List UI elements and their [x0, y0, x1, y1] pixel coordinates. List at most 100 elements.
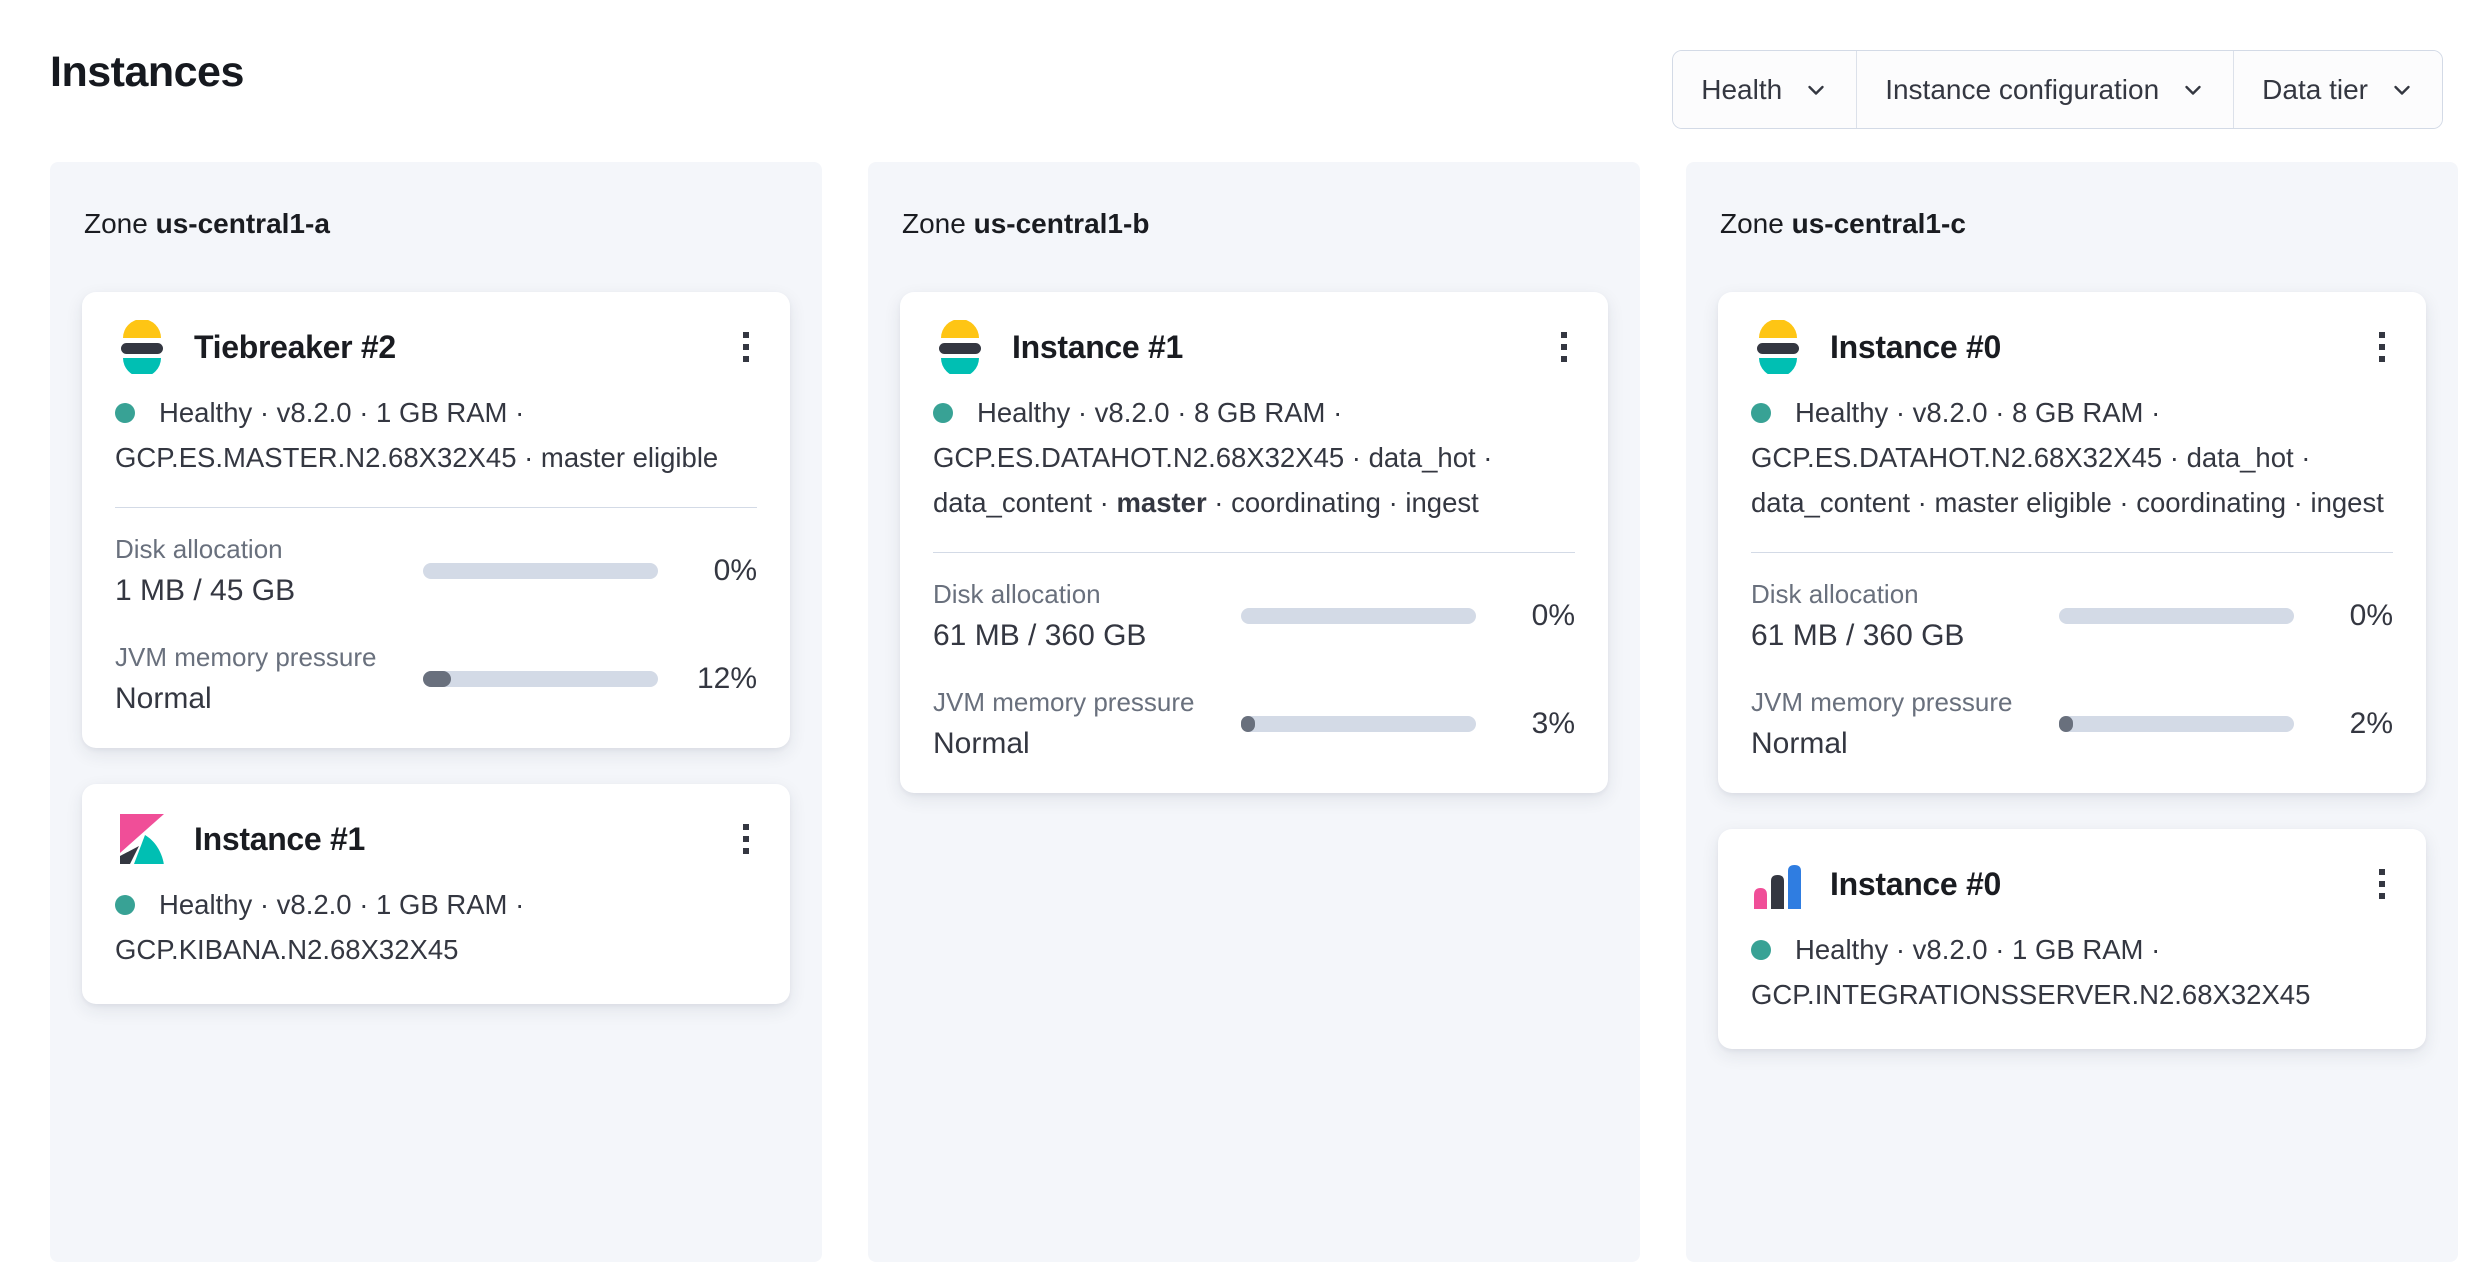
instance-options-button[interactable]	[2371, 863, 2393, 905]
stat-label: JVM memory pressure	[1751, 687, 2013, 717]
kebab-icon-square	[743, 356, 749, 362]
health-text-segment: Healthy · v8.2.0 · 1 GB RAM · GCP.KIBANA…	[115, 889, 525, 965]
instance-title: Instance #1	[194, 820, 366, 857]
filter-label: Health	[1701, 73, 1783, 105]
filter-button-instance-configuration[interactable]: Instance configuration	[1857, 51, 2235, 128]
stat-label: Disk allocation	[1751, 579, 1919, 609]
stat-progress-bar	[2059, 608, 2294, 624]
stat-progress-bar	[2059, 716, 2294, 732]
zones-row: Zone us-central1-a Tiebreaker #2 Healthy ·…	[50, 162, 2458, 1262]
stat-label: JVM memory pressure	[115, 642, 377, 672]
chevron-down-icon	[1808, 85, 1824, 95]
kebab-icon-square	[743, 344, 749, 350]
zone-label: Zone	[1720, 208, 1784, 239]
stat-percent: 12%	[696, 662, 757, 695]
elasticsearch-logo-icon	[933, 320, 987, 374]
card-divider	[933, 552, 1575, 553]
kebab-icon-square	[2379, 332, 2385, 338]
health-status-dot	[1751, 403, 1771, 423]
stat-percent: 0%	[1531, 599, 1575, 632]
zone-title: Zone us-central1-a	[84, 208, 790, 240]
instance-card: Instance #0 Healthy · v8.2.0 · 8 GB RAM ·…	[1718, 292, 2426, 793]
integrations-server-logo-icon	[1751, 857, 1805, 911]
stat-label: Disk allocation	[933, 579, 1101, 609]
zone-title: Zone us-central1-b	[902, 208, 1608, 240]
zone-name: us-central1-b	[973, 208, 1150, 239]
health-status-dot	[933, 403, 953, 423]
stat-percent: 2%	[2349, 707, 2393, 740]
zone-label: Zone	[902, 208, 966, 239]
stat-progress-bar	[1241, 608, 1476, 624]
stat-progress-fill	[423, 671, 452, 687]
instance-title: Instance #1	[1012, 328, 1184, 365]
stat-row-disk-allocation: Disk allocation 61 MB / 360 GB 0%	[1751, 579, 2393, 653]
stat-text-block: Disk allocation 61 MB / 360 GB	[1751, 579, 2059, 653]
zone-title: Zone us-central1-c	[1720, 208, 2426, 240]
instance-health-line: Healthy · v8.2.0 · 1 GB RAM · GCP.KIBANA…	[115, 882, 757, 972]
stat-row-jvm-memory-pressure: JVM memory pressure Normal 2%	[1751, 687, 2393, 761]
kebab-icon-square	[743, 836, 749, 842]
kebab-icon-square	[1561, 332, 1567, 338]
instance-card: Instance #1 Healthy · v8.2.0 · 1 GB RAM ·…	[82, 784, 790, 1004]
card-divider	[115, 507, 757, 508]
filter-group: Health Instance configuration Data tier	[1672, 50, 2443, 129]
health-status-dot	[115, 895, 135, 915]
stat-row-disk-allocation: Disk allocation 61 MB / 360 GB 0%	[933, 579, 1575, 653]
filter-button-data-tier[interactable]: Data tier	[2234, 51, 2442, 128]
health-text-segment: Healthy · v8.2.0 · 1 GB RAM · GCP.INTEGR…	[1751, 934, 2311, 1010]
stat-label: JVM memory pressure	[933, 687, 1195, 717]
zone-panel-us-central1-b: Zone us-central1-b Instance #1 Healthy · v…	[868, 162, 1640, 1262]
elasticsearch-logo-icon	[115, 320, 169, 374]
instance-options-button[interactable]	[735, 326, 757, 368]
kebab-icon-square	[743, 332, 749, 338]
chevron-down-icon	[2185, 85, 2201, 95]
stat-progress-bar	[423, 671, 658, 687]
kebab-icon-square	[2379, 344, 2385, 350]
health-status-dot	[1751, 940, 1771, 960]
stat-text-block: Disk allocation 61 MB / 360 GB	[933, 579, 1241, 653]
elasticsearch-logo-icon	[1751, 320, 1805, 374]
health-text-segment: Healthy · v8.2.0 · 8 GB RAM · GCP.ES.DAT…	[933, 397, 1493, 518]
stat-percent: 0%	[2349, 599, 2393, 632]
kebab-icon-square	[2379, 881, 2385, 887]
kebab-icon-square	[743, 824, 749, 830]
stat-percent: 3%	[1531, 707, 1575, 740]
instance-health-line: Healthy · v8.2.0 · 1 GB RAM · GCP.ES.MAS…	[115, 390, 757, 480]
page-title: Instances	[50, 48, 244, 96]
stat-progress-fill	[1241, 716, 1255, 732]
stat-value: 61 MB / 360 GB	[933, 619, 1147, 652]
kebab-icon-square	[1561, 344, 1567, 350]
card-divider	[1751, 552, 2393, 553]
kebab-icon-square	[743, 848, 749, 854]
zone-label: Zone	[84, 208, 148, 239]
instance-options-button[interactable]	[2371, 326, 2393, 368]
stat-text-block: Disk allocation 1 MB / 45 GB	[115, 534, 423, 608]
filter-label: Data tier	[2262, 73, 2368, 105]
stat-value: Normal	[933, 727, 1030, 760]
instance-card-header: Tiebreaker #2	[115, 320, 757, 374]
stat-value: 1 MB / 45 GB	[115, 574, 296, 607]
health-status-dot	[115, 403, 135, 423]
instance-health-line: Healthy · v8.2.0 · 8 GB RAM · GCP.ES.DAT…	[1751, 390, 2393, 525]
chevron-down-icon	[2394, 85, 2410, 95]
health-text-segment: Healthy · v8.2.0 · 1 GB RAM · GCP.ES.MAS…	[115, 397, 719, 473]
kebab-icon-square	[2379, 893, 2385, 899]
stat-value: Normal	[115, 682, 212, 715]
instance-title: Instance #0	[1830, 865, 2002, 902]
kebab-icon-square	[2379, 869, 2385, 875]
instance-card-header: Instance #1	[933, 320, 1575, 374]
stat-progress-bar	[1241, 716, 1476, 732]
filter-label: Instance configuration	[1885, 73, 2160, 105]
stat-value: 61 MB / 360 GB	[1751, 619, 1965, 652]
instance-card-header: Instance #1	[115, 812, 757, 866]
instance-title: Instance #0	[1830, 328, 2002, 365]
stat-text-block: JVM memory pressure Normal	[115, 642, 423, 716]
instance-card-header: Instance #0	[1751, 320, 2393, 374]
kebab-icon-square	[1561, 356, 1567, 362]
filter-button-health[interactable]: Health	[1673, 51, 1858, 128]
stat-text-block: JVM memory pressure Normal	[933, 687, 1241, 761]
instance-options-button[interactable]	[1553, 326, 1575, 368]
page-header: Instances Health Instance configuration Da…	[0, 0, 2490, 129]
instance-options-button[interactable]	[735, 818, 757, 860]
instance-card: Instance #1 Healthy · v8.2.0 · 8 GB RAM ·…	[900, 292, 1608, 793]
